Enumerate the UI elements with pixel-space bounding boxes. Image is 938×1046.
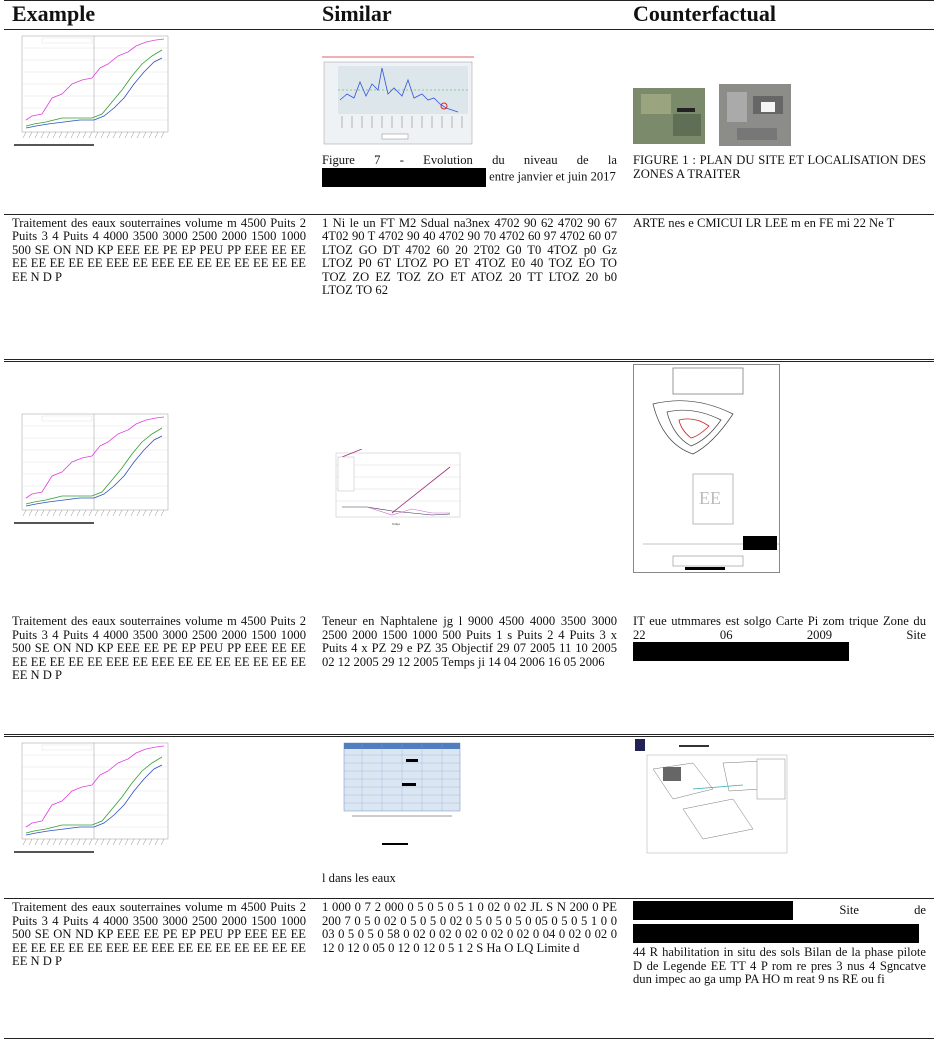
similar-figure: Temps	[335, 448, 461, 526]
caption: FIGURE 1 : PLAN DU SITE ET LOCALISATION …	[625, 152, 934, 215]
text-cell: Traitement des eaux souterraines volume …	[4, 613, 314, 737]
image-cell	[4, 735, 314, 859]
example-chart-thumbnail	[14, 35, 169, 146]
text-cell: 1 Ni le un FT M2 Sdual na3nex 4702 90 62…	[314, 214, 625, 362]
aerial-photos	[633, 84, 791, 146]
header-cell: Example	[4, 0, 314, 30]
redaction	[633, 901, 793, 920]
text-cell: Traitement des eaux souterraines volume …	[4, 214, 314, 362]
text-cell: IT eue utmmares est solgo Carte Pi zom t…	[625, 613, 934, 737]
comparison-table: Example Similar Counterfactual Figure 7 …	[4, 0, 934, 1039]
image-cell: EE	[625, 360, 934, 576]
redaction	[322, 167, 486, 187]
header-cell: Counterfactual	[625, 0, 934, 30]
example-chart-thumbnail	[14, 742, 169, 853]
image-cell: Temps	[314, 360, 625, 576]
site-plan	[635, 738, 788, 853]
similar-table-figure	[343, 742, 461, 845]
text: Site de	[839, 902, 926, 917]
text: 44 R habilitation in situ des sols Bilan…	[633, 945, 926, 986]
header-cell: Similar	[314, 0, 625, 30]
caption: entre janvier et juin 2017	[489, 168, 616, 183]
similar-figure	[322, 56, 474, 145]
text: IT eue utmmares est solgo Carte Pi zom t…	[633, 614, 926, 642]
text-cell: Traitement des eaux souterraines volume …	[4, 898, 314, 1039]
text-cell: Site de 44 R habilitation in situ des so…	[625, 898, 934, 1039]
text-cell: ARTE nes e CMICUI LR LEE m en FE mi 22 N…	[625, 214, 934, 362]
image-cell	[4, 30, 314, 153]
image-cell	[625, 735, 934, 859]
image-cell	[4, 360, 314, 576]
example-chart-thumbnail	[14, 413, 169, 524]
redaction	[633, 924, 919, 943]
site-map: EE	[633, 363, 780, 573]
svg-text:Temps: Temps	[392, 522, 401, 526]
caption-cell: Figure 7 - Evolution du niveau de la ent…	[314, 152, 625, 215]
redaction	[633, 642, 849, 661]
caption-cell	[4, 152, 314, 215]
image-cell	[314, 30, 625, 153]
svg-text:EE: EE	[699, 488, 721, 508]
image-cell	[314, 735, 625, 859]
caption: l dans les eaux	[314, 858, 625, 899]
text-cell: Teneur en Naphtalene jg l 9000 4500 4000…	[314, 613, 625, 737]
image-cell	[625, 30, 934, 153]
text-cell: 1 000 0 7 2 000 0 5 0 5 0 5 1 0 02 0 02 …	[314, 898, 625, 1039]
caption: Figure 7 - Evolution du niveau de la	[322, 153, 617, 167]
